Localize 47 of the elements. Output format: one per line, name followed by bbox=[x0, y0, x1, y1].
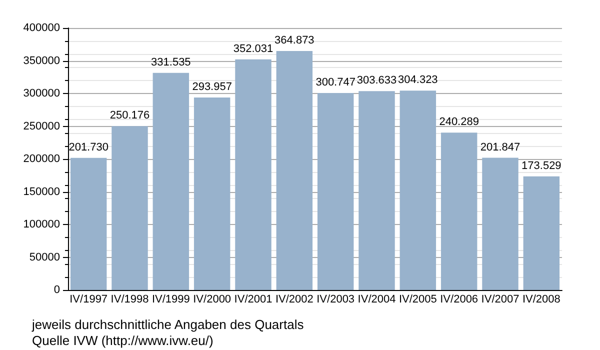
y-tick-label: 0 bbox=[54, 284, 60, 296]
data-label: 303.633 bbox=[356, 74, 397, 87]
data-label: 331.535 bbox=[151, 56, 191, 68]
x-tick-label: IV/2004 bbox=[358, 294, 396, 306]
x-tick-label: IV/2008 bbox=[522, 294, 560, 306]
bar bbox=[358, 91, 395, 290]
source-note: Quelle IVW (http://www.ivw.eu/) bbox=[32, 333, 214, 348]
x-tick-label: IV/1998 bbox=[110, 294, 149, 306]
x-tick-label: IV/1999 bbox=[152, 294, 190, 306]
text: jeweils durchschnittliche Angaben des Quartals bbox=[31, 317, 304, 332]
bar bbox=[276, 51, 313, 290]
y-tick-label: 300000 bbox=[23, 88, 60, 100]
data-label: 240.289 bbox=[439, 116, 479, 128]
bar bbox=[194, 97, 230, 290]
bar bbox=[400, 90, 436, 290]
data-label: 201.847 bbox=[480, 141, 520, 154]
data-label: 304.323 bbox=[398, 74, 438, 86]
bar bbox=[317, 93, 354, 290]
bar bbox=[70, 158, 107, 290]
y-tick-label: 200000 bbox=[23, 153, 60, 165]
y-tick-label: 50000 bbox=[29, 251, 60, 264]
y-tick-label: 400000 bbox=[23, 22, 60, 34]
y-tick-label: 100000 bbox=[23, 218, 60, 230]
data-label: 293.957 bbox=[192, 80, 232, 93]
x-tick-label: IV/2002 bbox=[275, 294, 314, 306]
data-label: 364.873 bbox=[274, 34, 314, 47]
x-tick-label: IV/2003 bbox=[316, 294, 355, 306]
data-label: 352.031 bbox=[233, 42, 274, 55]
bar bbox=[523, 176, 560, 290]
x-tick-label: IV/2005 bbox=[398, 294, 437, 306]
bar bbox=[112, 126, 148, 290]
data-label: 173.529 bbox=[522, 160, 562, 172]
y-tick-label: 150000 bbox=[23, 186, 60, 198]
y-tick-label: 350000 bbox=[23, 54, 60, 67]
bar bbox=[152, 72, 190, 290]
x-tick-label: IV/2006 bbox=[440, 294, 478, 306]
data-label: 201.730 bbox=[68, 141, 108, 154]
bar bbox=[482, 158, 518, 290]
x-tick-label: IV/2001 bbox=[234, 294, 272, 306]
bar bbox=[440, 132, 478, 290]
x-tick-label: IV/2007 bbox=[481, 294, 520, 306]
x-tick-label: IV/1997 bbox=[70, 294, 108, 306]
bar bbox=[235, 59, 272, 290]
y-tick-label: 250000 bbox=[23, 120, 60, 132]
data-label: 250.176 bbox=[110, 110, 150, 122]
data-label: 300.747 bbox=[316, 76, 356, 89]
x-tick-label: IV/2000 bbox=[193, 294, 232, 306]
